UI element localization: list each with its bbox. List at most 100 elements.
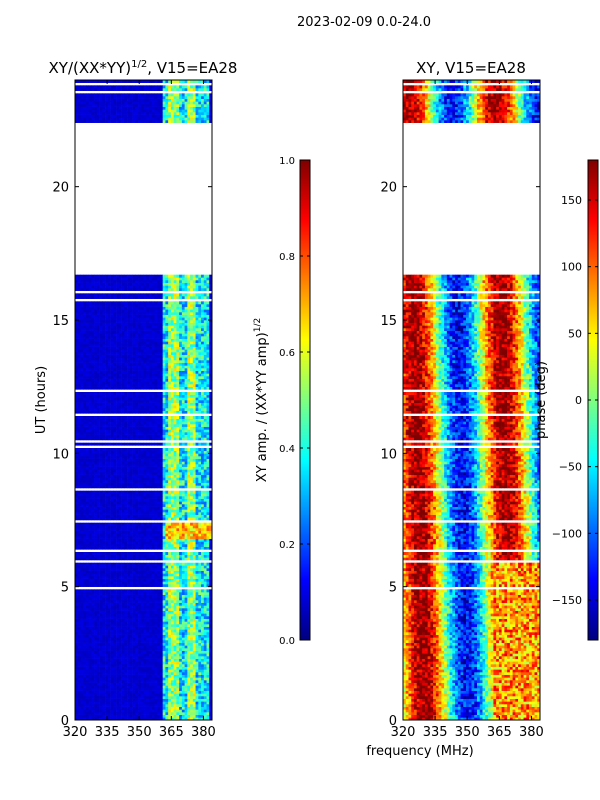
heatmap-cell (94, 517, 98, 521)
heatmap-cell (121, 570, 125, 574)
heatmap-cell (165, 474, 169, 478)
heatmap-cell (209, 477, 212, 481)
heatmap-cell (168, 573, 172, 577)
heatmap-cell (118, 466, 122, 470)
heatmap-cell (88, 437, 92, 441)
heatmap-cell (127, 672, 131, 675)
heatmap-cell (77, 717, 81, 720)
heatmap-cell (159, 456, 163, 459)
heatmap-cell (148, 645, 153, 649)
heatmap-cell (99, 469, 103, 473)
heatmap-cell (127, 624, 131, 627)
heatmap-cell (184, 674, 188, 678)
heatmap-cell (198, 517, 202, 521)
heatmap-cell (77, 613, 81, 617)
heatmap-cell (83, 573, 87, 577)
heatmap-cell (190, 637, 194, 641)
heatmap-cell (179, 514, 183, 518)
heatmap-cell (192, 464, 196, 467)
heatmap-cell (110, 578, 114, 582)
heatmap-cell (165, 618, 169, 622)
heatmap-cell (107, 512, 111, 515)
heatmap-cell (110, 456, 114, 459)
heatmap-cell (83, 610, 87, 614)
heatmap-cell (190, 706, 194, 710)
heatmap-cell (91, 632, 95, 635)
heatmap-cell (179, 648, 183, 651)
heatmap-cell (85, 464, 89, 467)
heatmap-cell (107, 496, 111, 499)
heatmap-cell (129, 434, 133, 438)
heatmap-cell (148, 602, 153, 606)
heatmap-cell (83, 469, 87, 473)
heatmap-cell (203, 448, 207, 451)
heatmap-cell (107, 533, 111, 537)
heatmap-cell (190, 485, 194, 489)
heatmap-cell (190, 600, 194, 603)
heatmap-cell (198, 613, 202, 617)
heatmap-cell (179, 477, 183, 481)
heatmap-cell (173, 712, 177, 715)
heatmap-cell (116, 698, 120, 702)
heatmap-cell (143, 536, 147, 539)
heatmap-cell (96, 704, 100, 707)
heatmap-cell (85, 528, 89, 531)
heatmap-cell (165, 613, 169, 617)
heatmap-cell (85, 602, 89, 606)
heatmap-cell (107, 594, 111, 598)
heatmap-cell (102, 584, 106, 587)
heatmap-cell (146, 496, 150, 499)
heatmap-cell (124, 664, 128, 667)
heatmap-cell (195, 528, 199, 531)
heatmap-cell (85, 456, 89, 459)
heatmap-cell (129, 464, 133, 467)
heatmap-cell (173, 434, 177, 438)
heatmap-cell (91, 664, 95, 667)
heatmap-cell (201, 482, 205, 486)
heatmap-cell (118, 634, 122, 638)
heatmap-cell (154, 610, 158, 614)
heatmap-cell (132, 450, 136, 454)
heatmap-cell (203, 576, 207, 579)
heatmap-cell (168, 552, 172, 555)
heatmap-cell (201, 528, 205, 531)
heatmap-cell (157, 464, 161, 467)
heatmap-cell (127, 528, 131, 531)
heatmap-cell (143, 533, 147, 537)
heatmap-cell (102, 509, 106, 513)
heatmap-cell (165, 701, 169, 705)
heatmap-cell (148, 450, 153, 454)
heatmap-cell (132, 634, 136, 638)
heatmap-cell (151, 714, 155, 718)
heatmap-cell (190, 541, 194, 545)
heatmap-cell (176, 658, 180, 662)
heatmap-cell (154, 557, 158, 561)
heatmap-cell (195, 592, 199, 595)
heatmap-cell (148, 525, 153, 529)
heatmap-cell (135, 514, 139, 518)
heatmap-cell (157, 680, 161, 683)
heatmap-cell (105, 680, 109, 683)
heatmap-cell (116, 584, 120, 587)
heatmap-cell (146, 653, 150, 657)
heatmap-cell (195, 533, 199, 537)
heatmap-cell (179, 485, 183, 489)
heatmap-cell (201, 458, 205, 462)
heatmap-cell (181, 530, 185, 534)
heatmap-cell (88, 565, 92, 569)
heatmap-cell (159, 490, 163, 494)
heatmap-cell (124, 637, 128, 641)
heatmap-cell (138, 498, 142, 502)
heatmap-cell (170, 568, 174, 571)
heatmap-cell (148, 685, 153, 689)
heatmap-cell (113, 664, 117, 667)
heatmap-cell (181, 576, 185, 579)
heatmap-cell (140, 576, 144, 579)
heatmap-cell (184, 661, 188, 665)
heatmap-cell (124, 698, 128, 702)
heatmap-cell (168, 608, 172, 611)
heatmap-cell (121, 448, 125, 451)
heatmap-cell (88, 568, 92, 571)
heatmap-cell (80, 626, 84, 630)
heatmap-cell (102, 498, 106, 502)
